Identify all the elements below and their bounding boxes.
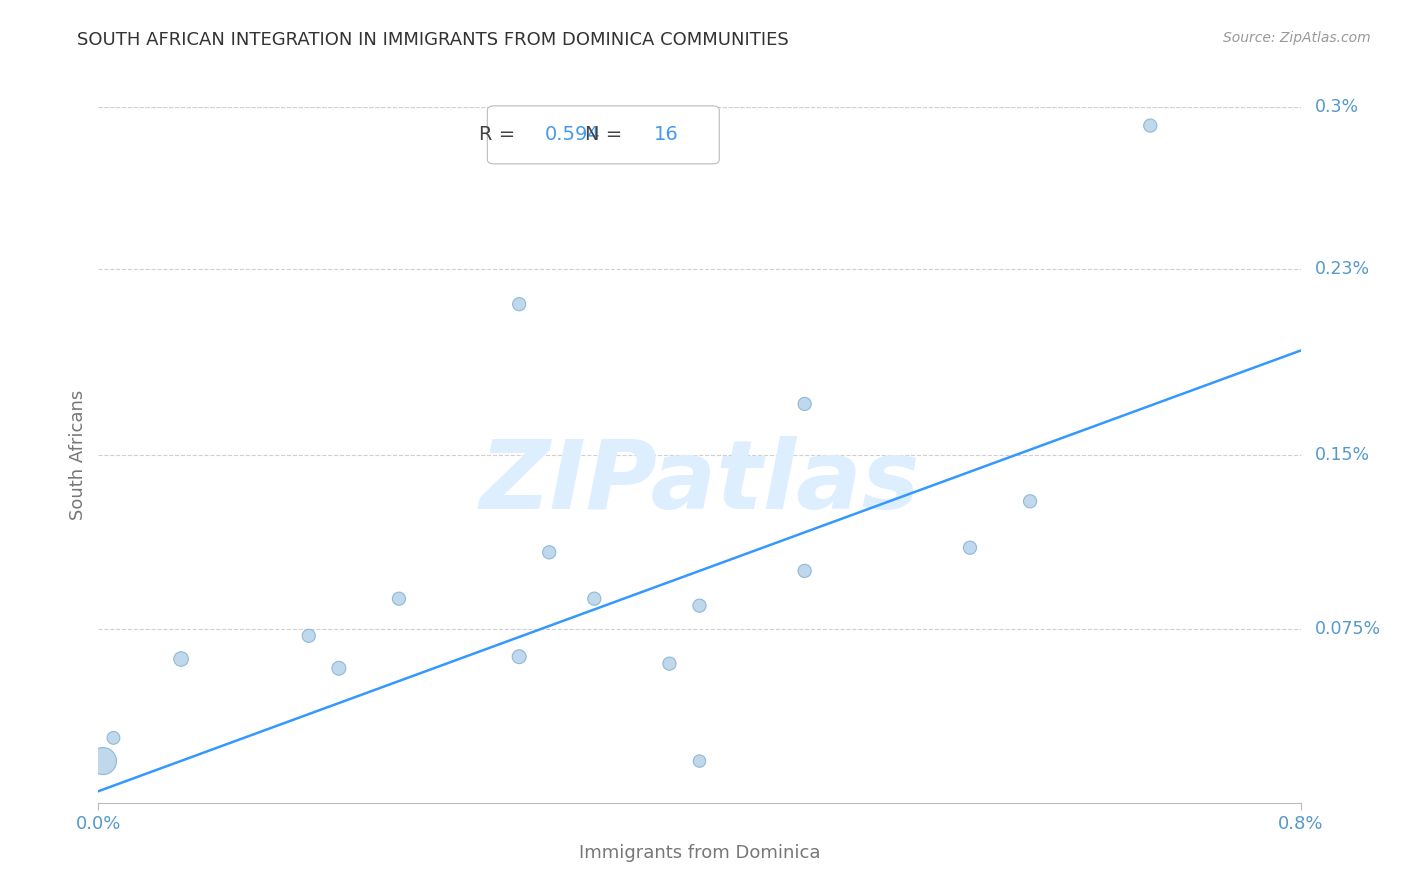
Point — [793, 564, 815, 578]
Text: 0.23%: 0.23% — [1315, 260, 1369, 278]
Point — [1139, 119, 1161, 133]
Point — [508, 649, 530, 664]
Point — [170, 652, 193, 666]
Text: 0.075%: 0.075% — [1315, 620, 1381, 638]
Text: 0.594: 0.594 — [544, 126, 600, 145]
Point — [91, 754, 114, 768]
Point — [388, 591, 411, 606]
Text: SOUTH AFRICAN INTEGRATION IN IMMIGRANTS FROM DOMINICA COMMUNITIES: SOUTH AFRICAN INTEGRATION IN IMMIGRANTS … — [77, 31, 789, 49]
Point — [959, 541, 981, 555]
Point — [688, 754, 710, 768]
Text: N =: N = — [585, 126, 628, 145]
Point — [328, 661, 350, 675]
X-axis label: Immigrants from Dominica: Immigrants from Dominica — [579, 844, 820, 862]
Text: ZIPatlas: ZIPatlas — [479, 436, 920, 529]
Point — [688, 599, 710, 613]
Point — [583, 591, 606, 606]
Point — [298, 629, 321, 643]
Text: 0.15%: 0.15% — [1315, 446, 1369, 464]
Point — [793, 397, 815, 411]
Text: Source: ZipAtlas.com: Source: ZipAtlas.com — [1223, 31, 1371, 45]
Point — [508, 297, 530, 311]
Text: 0.3%: 0.3% — [1315, 98, 1358, 116]
Text: R =: R = — [479, 126, 522, 145]
Point — [103, 731, 125, 745]
Point — [538, 545, 561, 559]
Point — [658, 657, 681, 671]
Y-axis label: South Africans: South Africans — [69, 390, 87, 520]
Point — [1019, 494, 1042, 508]
Text: 16: 16 — [654, 126, 679, 145]
